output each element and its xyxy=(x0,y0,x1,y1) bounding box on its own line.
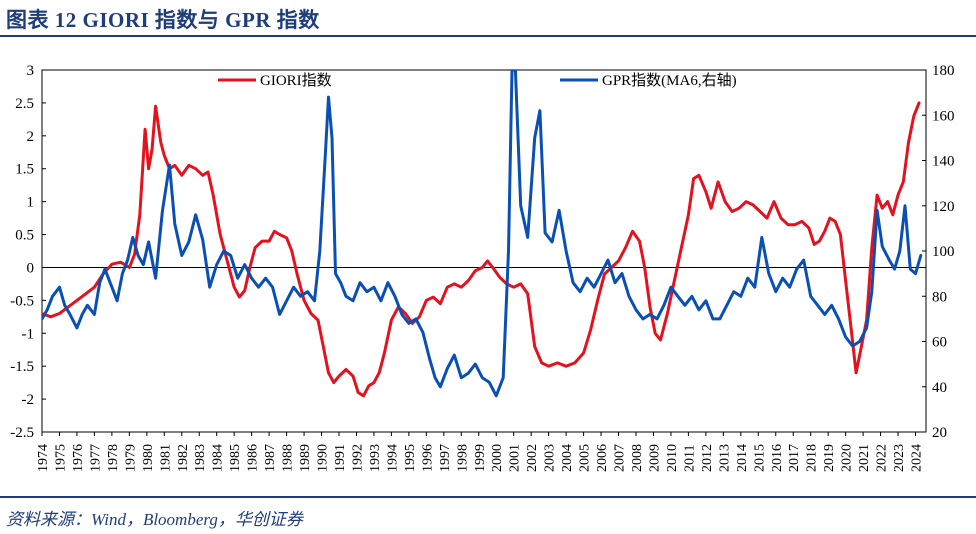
x-tick-label: 1976 xyxy=(71,444,86,472)
x-tick-label: 1982 xyxy=(176,444,191,472)
x-tick-label: 2007 xyxy=(613,444,628,472)
x-tick-label: 2004 xyxy=(560,444,575,472)
x-tick-label: 2014 xyxy=(735,444,750,472)
left-tick-label: 0.5 xyxy=(15,228,34,244)
x-tick-label: 1998 xyxy=(455,444,470,472)
x-tick-label: 1994 xyxy=(385,444,400,472)
x-tick-label: 1992 xyxy=(350,444,365,472)
x-tick-label: 2013 xyxy=(717,444,732,472)
x-tick-label: 2012 xyxy=(700,444,715,472)
x-tick-label: 1988 xyxy=(281,444,296,472)
x-tick-label: 2000 xyxy=(490,444,505,472)
right-axis: 180 160 140 120 100 80 60 40 20 xyxy=(922,63,955,441)
legend-gpr-label: GPR指数(MA6,右轴) xyxy=(602,72,737,89)
gpr-series-line xyxy=(42,70,923,398)
x-tick-label: 2003 xyxy=(543,444,558,472)
x-tick-label: 2002 xyxy=(525,444,540,472)
x-tick-label: 2006 xyxy=(595,444,610,472)
left-tick-label: 0 xyxy=(27,260,35,276)
x-tick-label: 1999 xyxy=(473,444,488,472)
x-tick-label: 2008 xyxy=(630,444,645,472)
x-tick-label: 1986 xyxy=(246,444,261,472)
right-tick-label: 140 xyxy=(932,154,955,170)
x-tick-label: 2020 xyxy=(840,444,855,472)
x-tick-label: 1977 xyxy=(88,444,103,472)
x-tick-label: 1997 xyxy=(438,444,453,472)
right-tick-label: 80 xyxy=(932,289,947,305)
bottom-rule xyxy=(0,496,976,498)
right-tick-label: 40 xyxy=(932,380,947,396)
left-tick-label: 1 xyxy=(27,195,35,211)
x-tick-label: 1981 xyxy=(158,444,173,472)
x-tick-label: 1985 xyxy=(228,444,243,472)
x-tick-label: 1996 xyxy=(420,444,435,472)
left-tick-label: 2.5 xyxy=(15,96,34,112)
chart: 32.521.510.50-0.5-1-1.5-2-2.5 1801601401… xyxy=(10,63,955,472)
legend: GIORI指数 GPR指数(MA6,右轴) xyxy=(218,72,737,89)
x-tick-label: 2019 xyxy=(822,444,837,472)
left-tick-label: -1 xyxy=(22,326,35,342)
left-tick-label: -1.5 xyxy=(10,359,34,375)
x-tick-label: 2016 xyxy=(770,444,785,472)
left-axis: 3 2.5 2 1.5 1 0.5 0 -0.5 -1 -1.5 -2 -2.5 xyxy=(10,63,46,441)
x-tick-label: 2017 xyxy=(787,444,802,472)
right-tick-label: 120 xyxy=(932,199,955,215)
left-tick-label: -2.5 xyxy=(10,425,34,441)
x-tick-label: 1975 xyxy=(53,444,68,472)
x-tick-label: 2021 xyxy=(857,444,872,472)
x-tick-label: 1984 xyxy=(211,444,226,472)
x-tick-label: 2011 xyxy=(682,445,697,472)
x-tick-label: 1983 xyxy=(193,444,208,472)
x-tick-label: 2024 xyxy=(910,444,925,472)
x-tick-label: 2010 xyxy=(665,444,680,472)
left-tick-label: 3 xyxy=(27,63,35,79)
x-tick-label: 2023 xyxy=(892,444,907,472)
figure-title: 图表 12 GIORI 指数与 GPR 指数 xyxy=(6,8,320,32)
x-tick-label: 1979 xyxy=(123,444,138,472)
top-rule xyxy=(0,35,976,37)
left-tick-label: 2 xyxy=(27,129,35,145)
x-tick-label: 2022 xyxy=(875,444,890,472)
x-tick-label: 1993 xyxy=(368,444,383,472)
left-tick-label: -2 xyxy=(22,392,35,408)
right-tick-label: 180 xyxy=(932,63,955,79)
x-tick-label: 1980 xyxy=(141,444,156,472)
right-tick-label: 60 xyxy=(932,335,947,351)
legend-giori-label: GIORI指数 xyxy=(260,72,332,89)
right-tick-label: 20 xyxy=(932,425,947,441)
x-tick-label: 1978 xyxy=(106,444,121,472)
right-tick-label: 160 xyxy=(932,108,955,124)
x-tick-label: 1995 xyxy=(403,444,418,472)
giori-series-line xyxy=(42,101,921,398)
x-tick-label: 2015 xyxy=(752,444,767,472)
right-tick-label: 100 xyxy=(932,244,955,260)
series-layer xyxy=(42,70,923,398)
x-tick-label: 2001 xyxy=(508,444,523,472)
x-tick-label: 2018 xyxy=(805,444,820,472)
x-axis: 1974 1975 1976 1977 1978 1979 1980 1981 1982 1983… xyxy=(36,432,925,472)
x-tick-label: 1974 xyxy=(36,444,51,472)
x-tick-label: 1987 xyxy=(263,444,278,472)
left-tick-label: -0.5 xyxy=(10,293,34,309)
source-note: 资料来源：Wind，Bloomberg，华创证券 xyxy=(6,510,303,529)
x-tick-label: 1990 xyxy=(316,444,331,472)
x-tick-label: 2005 xyxy=(578,444,593,472)
x-tick-label: 1989 xyxy=(298,444,313,472)
x-tick-label: 2009 xyxy=(647,444,662,472)
left-tick-label: 1.5 xyxy=(15,162,34,178)
x-tick-label: 1991 xyxy=(333,444,348,472)
